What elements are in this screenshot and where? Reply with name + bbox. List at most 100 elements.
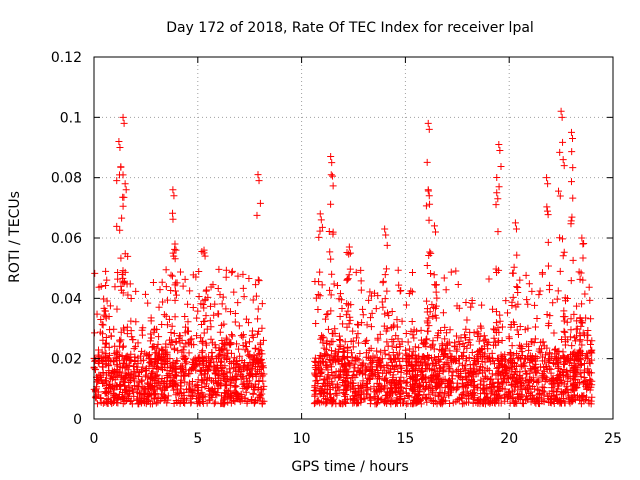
data-point (577, 361, 585, 369)
data-point (513, 251, 521, 259)
data-point (204, 366, 212, 374)
data-point (119, 289, 127, 297)
data-point (556, 148, 564, 156)
data-point (583, 385, 591, 393)
data-point (209, 378, 217, 386)
data-point (106, 302, 114, 310)
data-point (554, 287, 562, 295)
data-point (120, 119, 128, 127)
data-point (452, 332, 460, 340)
data-point (383, 338, 391, 346)
data-point (206, 359, 214, 367)
data-point (459, 389, 467, 397)
data-point (202, 380, 210, 388)
data-point (406, 345, 414, 353)
data-point (545, 358, 553, 366)
data-point (495, 367, 503, 375)
data-point (429, 337, 437, 345)
data-point (190, 356, 198, 364)
data-point (390, 338, 398, 346)
data-point (439, 346, 447, 354)
data-point (363, 383, 371, 391)
data-point (570, 387, 578, 395)
data-point (180, 343, 188, 351)
data-point (371, 369, 379, 377)
data-point (125, 386, 133, 394)
data-point (576, 369, 584, 377)
data-point (170, 192, 178, 200)
data-point (569, 194, 577, 202)
data-point (451, 339, 459, 347)
data-point (415, 354, 423, 362)
data-point (430, 222, 438, 230)
data-point (478, 345, 486, 353)
data-point (163, 399, 171, 407)
data-point (99, 379, 107, 387)
data-point (576, 346, 584, 354)
data-point (386, 379, 394, 387)
data-point (499, 354, 507, 362)
data-point (522, 271, 530, 279)
data-point (328, 159, 336, 167)
data-point (422, 384, 430, 392)
data-point (199, 361, 207, 369)
data-point (185, 370, 193, 378)
data-point (445, 338, 453, 346)
data-point (257, 347, 265, 355)
data-point (508, 302, 516, 309)
y-tick-label: 0.06 (51, 231, 82, 247)
data-point (449, 399, 457, 407)
data-point (327, 347, 335, 355)
data-point (371, 289, 379, 297)
data-point (105, 380, 113, 388)
data-point (149, 342, 157, 350)
data-point (376, 330, 384, 338)
data-point (470, 361, 478, 369)
data-point (255, 177, 263, 185)
data-point (404, 338, 412, 346)
data-point (337, 374, 345, 382)
data-point (118, 270, 126, 278)
data-point (584, 327, 592, 335)
data-point (228, 269, 236, 277)
data-point (343, 378, 351, 386)
data-point (325, 227, 333, 235)
data-point (252, 292, 260, 300)
data-point (97, 316, 105, 324)
data-point (220, 396, 228, 404)
data-point (496, 317, 504, 325)
data-point (248, 364, 256, 372)
data-point (470, 383, 478, 391)
data-point (545, 319, 553, 327)
data-point (207, 323, 215, 331)
data-point (205, 374, 213, 382)
data-point (129, 362, 137, 370)
data-point (210, 400, 218, 408)
data-point (193, 400, 201, 408)
data-point (216, 328, 224, 336)
data-point (523, 340, 531, 348)
data-point (424, 119, 432, 127)
data-point (366, 367, 374, 375)
data-point (425, 216, 433, 224)
data-point (199, 377, 207, 385)
data-point (477, 390, 485, 398)
data-point (121, 369, 129, 377)
data-point (200, 246, 208, 254)
data-point (412, 372, 420, 380)
data-point (182, 323, 190, 331)
data-point (446, 347, 454, 355)
data-point (365, 376, 373, 384)
data-point (120, 382, 128, 390)
data-point (230, 288, 238, 296)
data-point (323, 351, 331, 359)
data-point (588, 349, 596, 357)
data-point (114, 268, 122, 276)
data-point (381, 375, 389, 383)
data-point (485, 338, 493, 346)
data-point (436, 364, 444, 372)
data-point (423, 317, 431, 325)
data-point (320, 375, 328, 383)
data-point (91, 386, 99, 394)
